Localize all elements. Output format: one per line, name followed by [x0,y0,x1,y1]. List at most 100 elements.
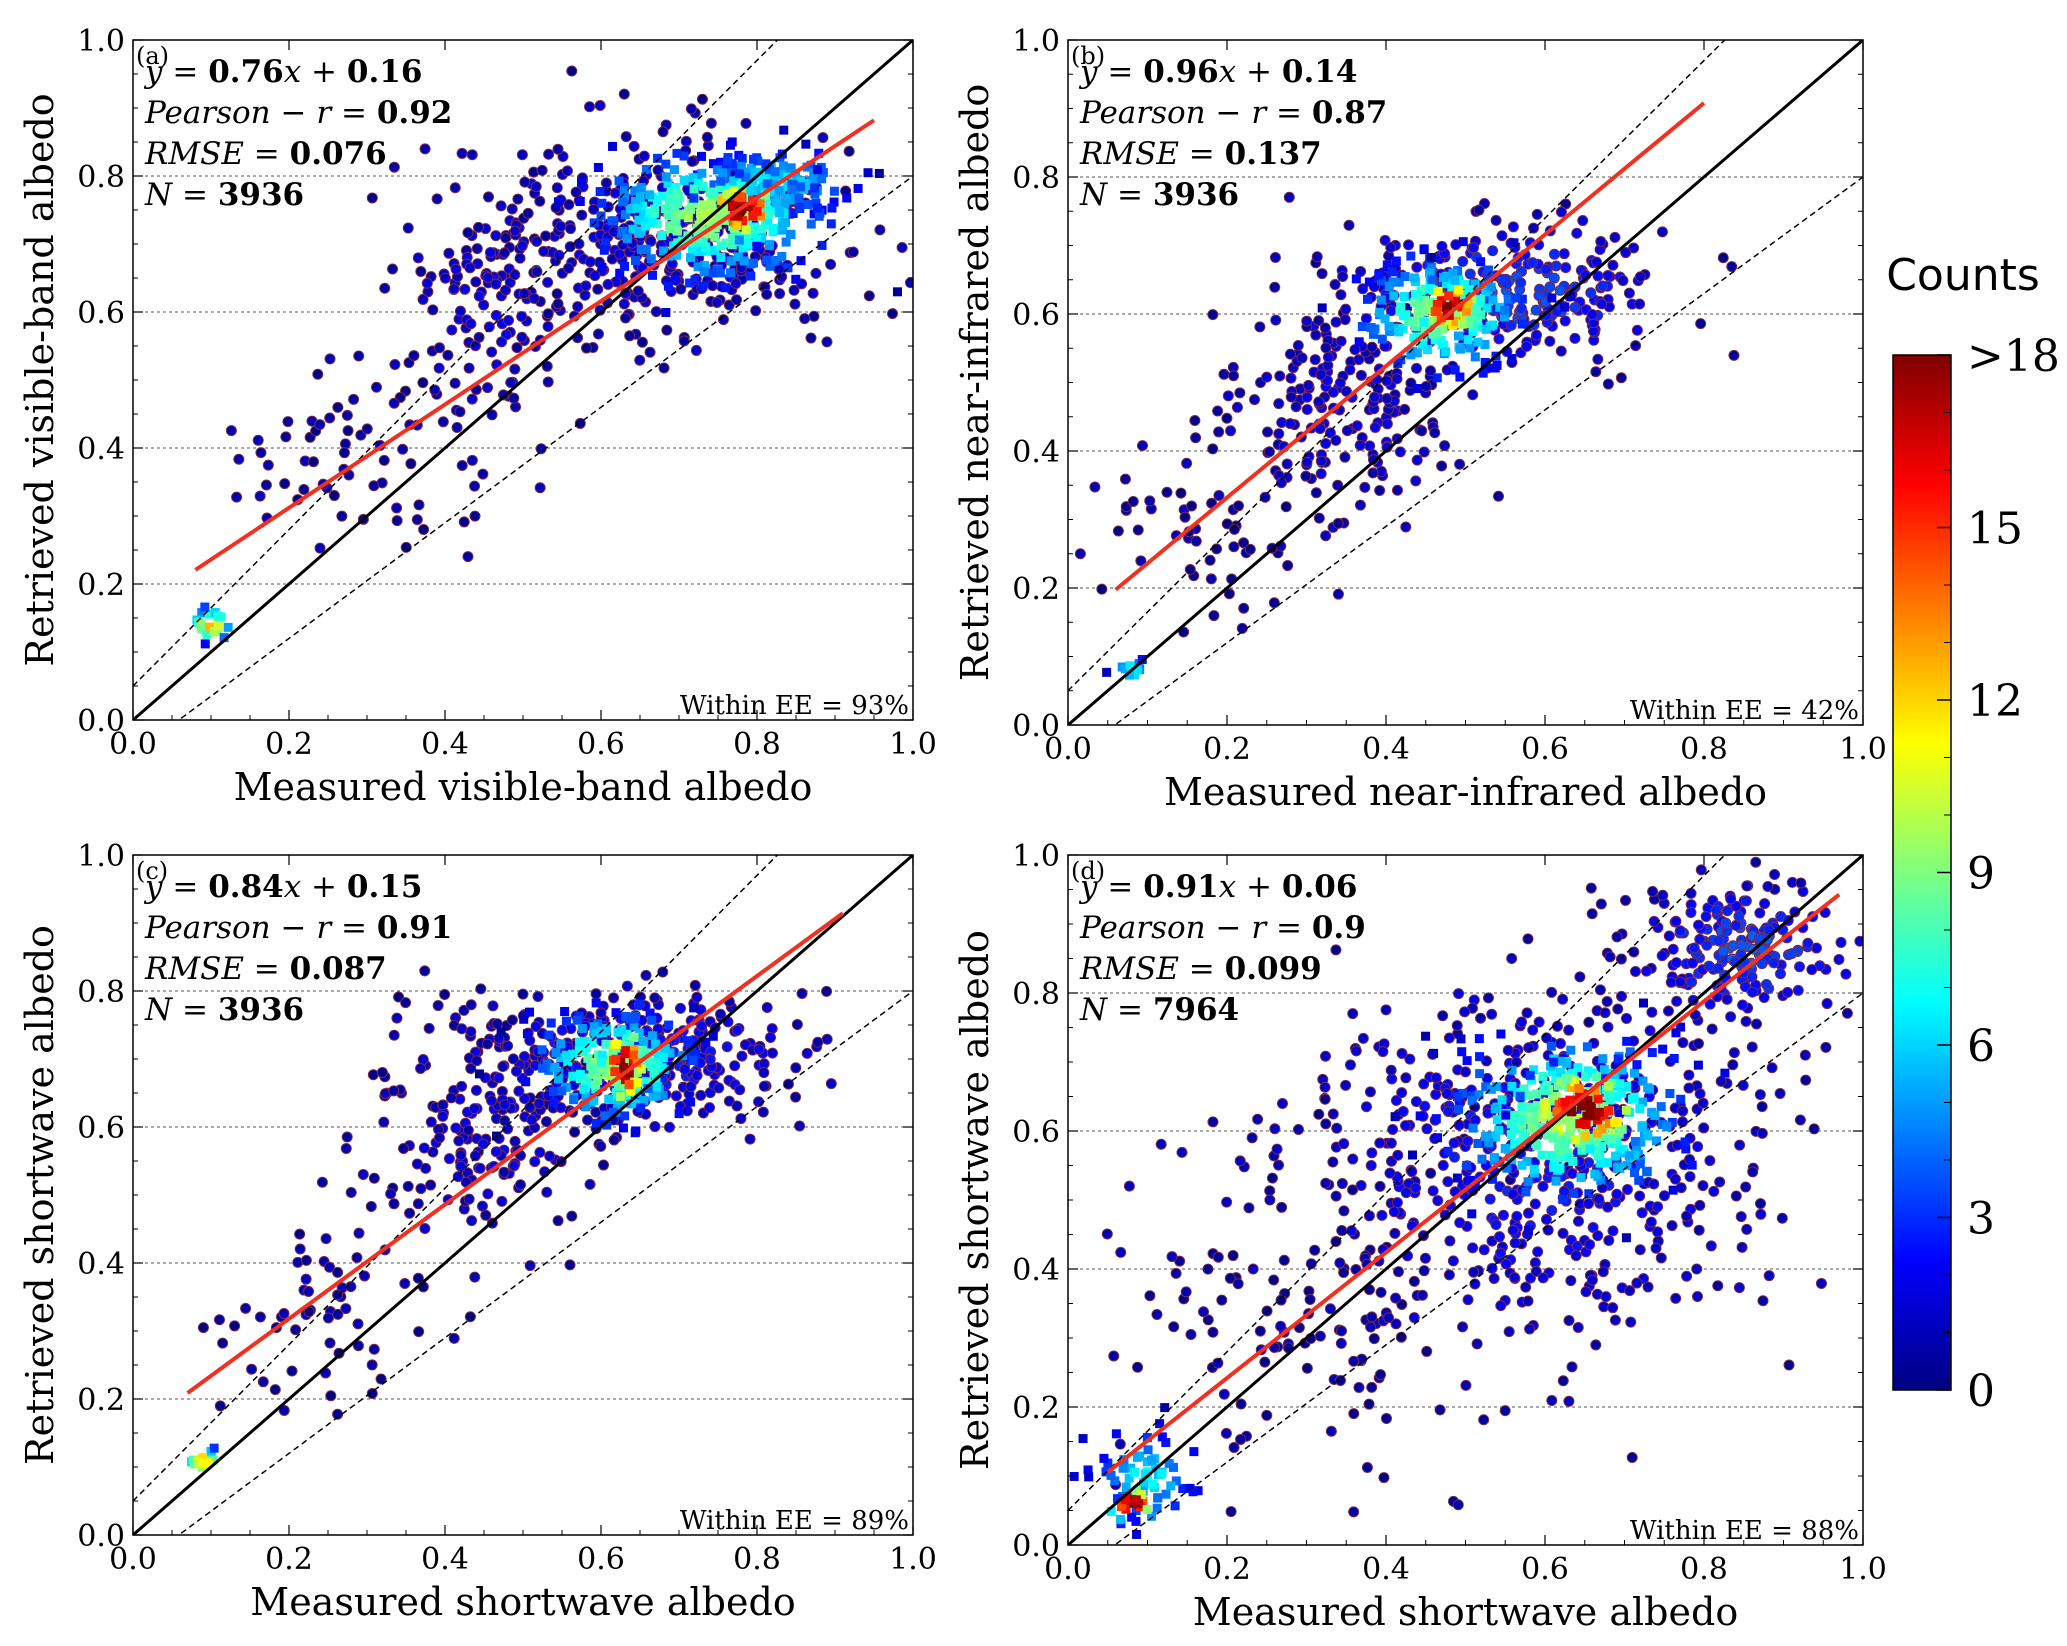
scatter-point [1596,298,1608,310]
density-cell [652,219,662,229]
scatter-point [499,247,511,259]
scatter-point [1424,365,1436,377]
scatter-point [1715,1075,1727,1087]
scatter-point [1366,1381,1378,1393]
density-cell [696,204,706,214]
density-cell [551,1048,561,1058]
scatter-point [1631,1277,1643,1289]
scatter-point [512,193,524,205]
scatter-point [1473,204,1485,216]
scatter-point [1611,1188,1623,1200]
scatter-point [1782,986,1794,998]
density-cell [604,1094,614,1104]
scatter-point [1320,1118,1332,1130]
density-cell [618,226,628,236]
scatter-point [332,1308,344,1320]
scatter-point [1204,554,1216,566]
density-cell [1078,1434,1088,1444]
scatter-point [1563,1395,1575,1407]
scatter-point [1430,1072,1442,1084]
density-cell [1433,286,1443,296]
density-cell [746,202,756,212]
scatter-point [543,148,555,160]
density-cell [556,1053,566,1063]
density-cell [769,179,779,189]
density-cell [1592,1128,1602,1138]
density-cell [1523,1090,1533,1100]
scatter-point [1185,1329,1197,1341]
scatter-point [1571,1240,1583,1252]
scatter-point [484,246,496,258]
density-cell [600,1111,610,1121]
density-cell [581,1091,591,1101]
colorbar-tick-label: 12 [1967,676,2023,727]
scatter-point [649,1121,661,1133]
scatter-point [652,164,664,176]
scatter-point [1190,535,1202,547]
density-cell [1357,322,1367,332]
scatter-point [1313,1108,1325,1120]
scatter-point [455,1160,467,1172]
density-cell [1636,1137,1646,1147]
scatter-point [1186,500,1198,512]
scatter-point [1411,261,1423,273]
density-cell [1574,1083,1584,1093]
scatter-point [1686,976,1698,988]
density-cell [549,1097,559,1107]
scatter-point [1391,484,1403,496]
scatter-point [1096,583,1108,595]
scatter-point [1400,1120,1412,1132]
scatter-point [503,314,515,326]
scatter-point [632,285,644,297]
scatter-point [1400,521,1412,533]
scatter-point [433,1132,445,1144]
scatter-point [1327,1156,1339,1168]
scatter-point [1181,457,1193,469]
density-cell [737,153,747,163]
scatter-point [531,235,543,247]
density-cell [1189,1447,1199,1457]
density-cell [1431,1114,1441,1124]
density-cell [1450,365,1460,375]
scatter-point [721,1041,733,1053]
panel-c: 0.00.00.20.20.40.40.60.60.80.81.01.0Meas… [18,839,937,1624]
scatter-point [1647,885,1659,897]
scatter-point [1757,1295,1769,1307]
scatter-point [450,263,462,275]
density-cell [636,183,646,193]
scatter-point [517,988,529,1000]
density-cell [806,219,816,229]
scatter-point [499,1099,511,1111]
n-value: 3936 [218,177,304,213]
scatter-point [385,1188,397,1200]
density-cell [696,151,706,161]
scatter-point [1269,1123,1281,1135]
scatter-point [1652,1201,1664,1213]
density-cell [1519,1084,1529,1094]
scatter-point [1468,242,1480,254]
density-cell [1419,245,1429,255]
scatter-point [1285,372,1297,384]
scatter-point [366,1359,378,1371]
density-cell [718,208,728,218]
scatter-point [542,321,554,333]
scatter-point [397,443,409,455]
density-cell [762,179,772,189]
density-cell [892,287,902,297]
scatter-point [1666,1220,1678,1232]
density-cell [679,176,689,186]
density-cell [698,281,708,291]
density-cell [726,268,736,278]
density-cell [686,1097,696,1107]
scatter-point [478,299,490,311]
scatter-point [511,342,523,354]
scatter-point [1351,420,1363,432]
density-cell [1363,294,1373,304]
scatter-point [1447,1255,1459,1267]
scatter-point [1687,957,1699,969]
scatter-point [1284,418,1296,430]
density-cell [1522,1156,1532,1166]
scatter-point [279,478,291,490]
scatter-point [1783,1359,1795,1371]
density-cell [1539,1086,1549,1096]
